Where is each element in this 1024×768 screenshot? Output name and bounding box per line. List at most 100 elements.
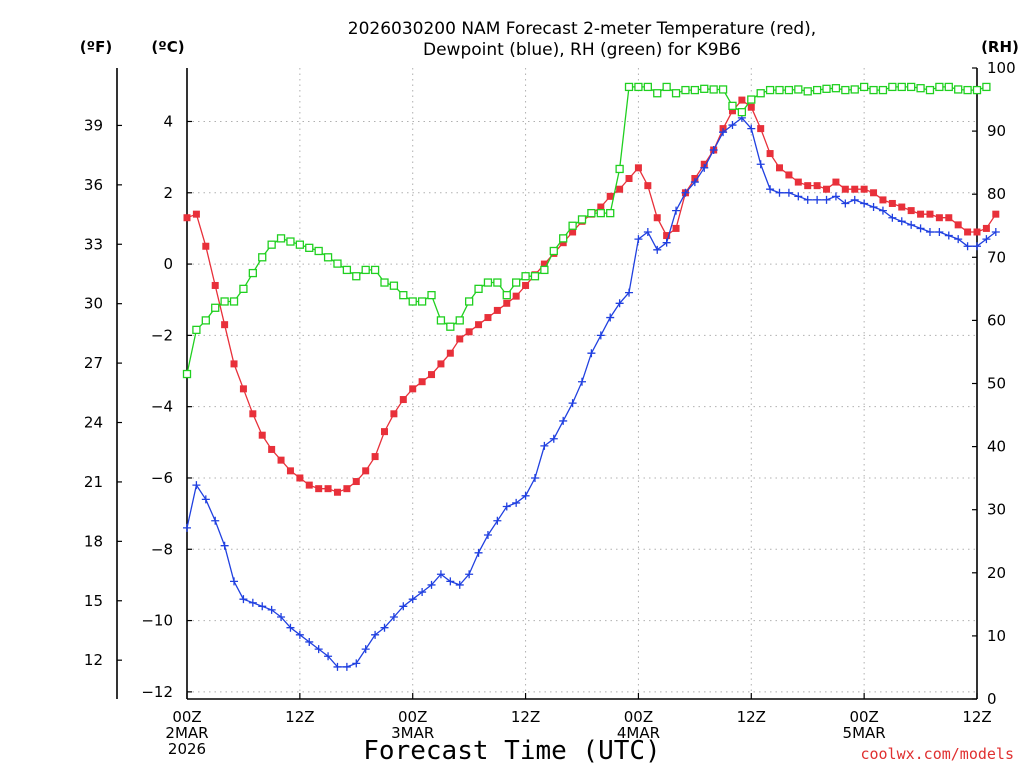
rh-series-point-47	[624, 82, 634, 92]
temperature-series-point-13	[305, 481, 313, 489]
dewpoint-series-point-86	[991, 227, 1000, 236]
temperature-series-point-70	[841, 185, 849, 193]
temperature-series-point-0	[183, 214, 191, 222]
temperature-series-point-46	[616, 185, 624, 193]
temperature-series-point-36	[522, 281, 530, 289]
rh-series-point-10	[276, 234, 286, 243]
fahrenheit-tick-label-1: 15	[84, 592, 103, 610]
rh-tick-label-9: 90	[987, 122, 1006, 140]
rh-series-point-39	[549, 246, 558, 256]
dewpoint-series-point-14	[314, 645, 323, 654]
rh-series-point-57	[718, 85, 728, 94]
dewpoint-series-point-36	[521, 491, 530, 500]
celsius-tick-label-3: −6	[151, 469, 173, 487]
fahrenheit-tick-label-2: 18	[84, 532, 103, 550]
dewpoint-series-point-82	[954, 235, 963, 244]
rh-series-point-23	[399, 291, 408, 300]
temperature-series-point-64	[785, 171, 793, 179]
temperature-series-point-34	[503, 299, 511, 307]
rh-series-point-3	[211, 303, 220, 312]
rh-series-point-65	[794, 85, 803, 94]
rh-series-point-31	[474, 284, 483, 294]
x-tick-label-6-1: 5MAR	[843, 724, 886, 742]
rh-series	[182, 82, 991, 379]
rh-series-point-52	[671, 89, 681, 98]
rh-series-point-45	[606, 208, 615, 218]
dewpoint-series-point-79	[925, 227, 934, 236]
rh-series-point-61	[756, 89, 765, 98]
temperature-series-point-14	[315, 485, 323, 493]
rh-series-point-18	[352, 272, 361, 281]
dewpoint-series-point-3	[211, 516, 220, 525]
dewpoint-series-point-67	[813, 195, 822, 204]
temperature-series-point-27	[437, 360, 445, 368]
dewpoint-series-point-44	[596, 331, 605, 340]
dewpoint-series-point-72	[860, 199, 869, 208]
temperature-series-point-3	[211, 281, 219, 289]
rh-series-point-72	[859, 82, 869, 92]
dewpoint-series-point-5	[230, 577, 239, 586]
fahrenheit-tick-label-0: 12	[84, 651, 103, 669]
celsius-tick-label-0: −12	[141, 683, 173, 701]
x-tick-label-4-0: 00Z	[624, 708, 653, 726]
temperature-series-point-11	[286, 467, 294, 475]
x-tick-label-4-1: 4MAR	[617, 724, 660, 742]
dewpoint-series-point-84	[973, 242, 981, 251]
temperature-series-point-32	[484, 314, 492, 322]
rh-tick-label-1: 10	[987, 627, 1006, 645]
rh-tick-label-3: 30	[987, 501, 1006, 519]
temperature-series-point-44	[597, 203, 605, 211]
rh-series-point-8	[258, 253, 267, 262]
rh-series-point-81	[944, 82, 953, 92]
dewpoint-series-point-48	[634, 235, 643, 244]
dewpoint-series-point-37	[530, 473, 539, 482]
temperature-series-point-10	[277, 456, 285, 464]
temperature-series-point-76	[898, 203, 906, 211]
temperature-series-point-63	[776, 164, 783, 172]
fahrenheit-tick-label-4: 24	[84, 414, 103, 432]
x-axis-label: Forecast Time (UTC)	[363, 736, 660, 766]
temperature-series-point-61	[757, 125, 765, 133]
x-tick-label-6-0: 00Z	[849, 708, 878, 726]
dewpoint-series-point-69	[831, 192, 840, 201]
rh-series-point-29	[455, 316, 464, 325]
fahrenheit-tick-label-7: 33	[84, 235, 103, 253]
rh-series-point-63	[775, 85, 784, 95]
temperature-series-line	[186, 99, 997, 493]
temperature-series-point-15	[324, 485, 332, 493]
temperature-series-point-65	[794, 178, 802, 186]
temperature-series-point-80	[935, 214, 943, 222]
dewpoint-series-point-35	[512, 498, 521, 507]
x-tick-label-7-0: 12Z	[962, 708, 991, 726]
rh-series-point-16	[333, 259, 342, 268]
rh-series-point-66	[803, 87, 812, 96]
fahrenheit-tick-label-5: 27	[84, 354, 103, 372]
x-tick-label-0-2: 2026	[168, 740, 206, 758]
temperature-series-point-58	[728, 107, 736, 115]
dewpoint-series-point-54	[690, 178, 699, 187]
rh-series-point-49	[643, 82, 652, 92]
temperature-series-point-47	[625, 175, 633, 183]
temperature-series-point-83	[964, 228, 972, 236]
rh-series-point-33	[493, 278, 502, 287]
dewpoint-series-point-28	[446, 577, 455, 586]
dewpoint-series-point-17	[342, 662, 351, 671]
rh-series-point-59	[737, 108, 747, 117]
temperature-series-point-38	[540, 260, 548, 268]
temperature-series-point-48	[634, 164, 642, 172]
rh-series-point-4	[220, 297, 229, 306]
temperature-series-point-33	[493, 306, 501, 314]
temperature-series-point-23	[399, 396, 407, 404]
dewpoint-series-point-27	[436, 570, 445, 579]
dewpoint-series-point-23	[399, 602, 408, 611]
dewpoint-series-point-81	[944, 231, 953, 240]
temperature-series-point-29	[456, 335, 464, 343]
dewpoint-series-point-4	[220, 541, 229, 550]
temperature-series-point-1	[192, 210, 200, 218]
temperature-series-point-52	[672, 224, 680, 232]
temperature-series-point-26	[428, 371, 436, 379]
rh-tick-label-2: 20	[987, 564, 1006, 582]
rh-series-point-51	[662, 82, 671, 92]
rh-series-point-26	[427, 291, 436, 300]
rh-series-point-12	[295, 240, 305, 249]
